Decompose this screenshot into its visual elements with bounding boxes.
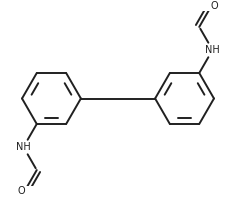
Text: O: O: [18, 186, 25, 196]
Text: NH: NH: [16, 142, 31, 152]
Text: NH: NH: [205, 45, 220, 55]
Text: O: O: [211, 1, 218, 11]
